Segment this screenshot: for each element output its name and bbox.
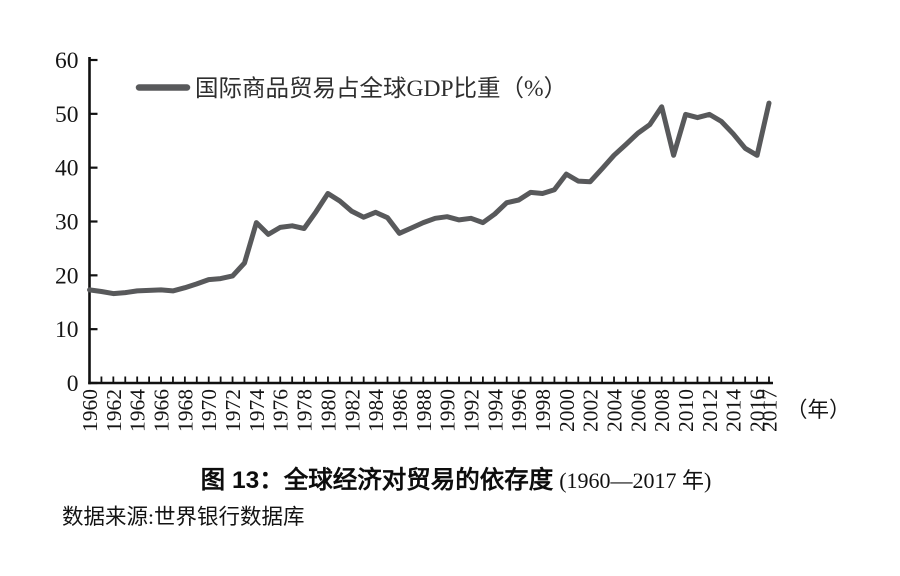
y-tick-label: 40	[55, 156, 79, 182]
y-axis-tick-labels: 0 10 20 30 40 50 60	[55, 48, 79, 397]
x-tick-label: 2012	[698, 389, 722, 432]
x-tick-label: 2004	[603, 389, 627, 432]
y-tick-label: 10	[55, 317, 79, 343]
x-tick-label: 2006	[626, 389, 650, 432]
x-tick-label: 1996	[507, 389, 531, 432]
x-tick-label: 2016	[746, 389, 770, 432]
x-tick-label: 2008	[650, 389, 674, 432]
trade-share-line-series	[87, 100, 772, 297]
x-tick-label: 1978	[293, 389, 317, 432]
figure-caption-title: 图 13：全球经济对贸易的依存度	[201, 465, 554, 494]
x-tick-label: 1998	[531, 389, 555, 432]
x-tick-label: 1984	[364, 389, 388, 432]
y-axis-ticks	[89, 58, 98, 385]
x-tick-label: 1982	[340, 389, 364, 432]
legend-label: 国际商品贸易占全球GDP比重（%）	[195, 75, 567, 102]
x-tick-label: 1972	[221, 389, 245, 432]
x-tick-label: 1980	[316, 389, 340, 432]
y-tick-label: 30	[55, 210, 79, 236]
x-tick-label: 1964	[126, 389, 150, 432]
x-axis-unit-label: （年）	[786, 398, 851, 422]
x-tick-label: 2010	[674, 389, 698, 432]
x-tick-label: 1970	[197, 389, 221, 432]
x-tick-label: 1960	[78, 389, 102, 432]
y-tick-label: 60	[55, 48, 79, 74]
data-source-note: 数据来源:世界银行数据库	[62, 505, 304, 529]
y-tick-label: 20	[55, 263, 79, 289]
x-tick-label: 1986	[388, 389, 412, 432]
x-tick-label: 2014	[722, 389, 746, 432]
figure-caption-year-range: (1960—2017 年)	[559, 468, 711, 493]
y-tick-label: 50	[55, 102, 79, 128]
x-tick-label: 1974	[245, 389, 269, 432]
x-tick-label: 1988	[412, 389, 436, 432]
x-tick-label: 2017	[758, 389, 782, 432]
x-tick-label: 1976	[269, 389, 293, 432]
x-tick-label: 2002	[579, 389, 603, 432]
x-tick-label: 1966	[150, 389, 174, 432]
x-axis-ticks	[88, 376, 770, 383]
x-axis-tick-labels: 1960 1962 1964 1966 1968 1970 1972 1974 1976 1978…	[78, 389, 782, 432]
x-tick-label: 2000	[555, 389, 579, 432]
x-tick-label: 1990	[436, 389, 460, 432]
x-tick-label: 1962	[102, 389, 126, 432]
y-tick-label: 0	[67, 371, 79, 397]
legend: 国际商品贸易占全球GDP比重（%）	[135, 75, 567, 102]
x-tick-label: 1992	[459, 389, 483, 432]
x-tick-label: 1994	[483, 389, 507, 432]
figure-caption: 图 13：全球经济对贸易的依存度 (1960—2017 年)	[201, 465, 712, 494]
x-tick-label: 1968	[173, 389, 197, 432]
